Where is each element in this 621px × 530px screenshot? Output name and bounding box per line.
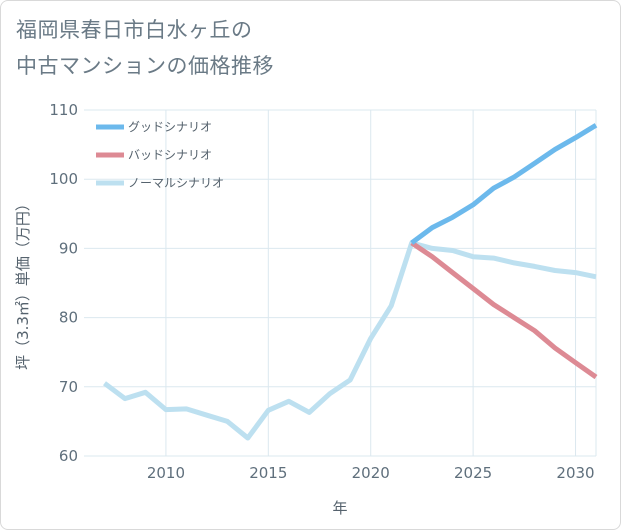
y-tick-label: 100 xyxy=(49,170,78,188)
y-tick-label: 80 xyxy=(59,309,78,327)
x-tick-label: 2015 xyxy=(249,464,287,482)
title-line-1: 福岡県春日市白水ヶ丘の xyxy=(16,18,253,42)
chart-title: 福岡県春日市白水ヶ丘の 中古マンションの価格推移 xyxy=(16,12,274,84)
y-tick-label: 70 xyxy=(59,378,78,396)
title-line-2: 中古マンションの価格推移 xyxy=(16,54,274,78)
x-tick-label: 2020 xyxy=(352,464,390,482)
series-line-1 xyxy=(410,240,598,380)
grid xyxy=(84,109,597,457)
y-tick-label: 90 xyxy=(59,239,78,257)
x-axis-label: 年 xyxy=(332,499,347,517)
x-tick-label: 2030 xyxy=(556,464,594,482)
x-tick-label: 2010 xyxy=(147,464,185,482)
y-tick-label: 60 xyxy=(59,447,78,465)
legend-label: バッドシナリオ xyxy=(128,148,212,162)
y-tick-label: 110 xyxy=(49,101,78,119)
series-line-2 xyxy=(103,240,597,441)
legend-label: ノーマルシナリオ xyxy=(128,176,224,190)
series-line-0 xyxy=(410,123,598,245)
series-lines xyxy=(103,123,598,441)
x-tick-label: 2025 xyxy=(454,464,492,482)
y-axis-label: 坪（3.3㎡）単価（万円） xyxy=(14,196,32,370)
axis-ticks: 60 70 80 90 100 110 2010 2015 2020 2025 2030 xyxy=(49,101,594,482)
legend-label: グッドシナリオ xyxy=(128,120,212,134)
